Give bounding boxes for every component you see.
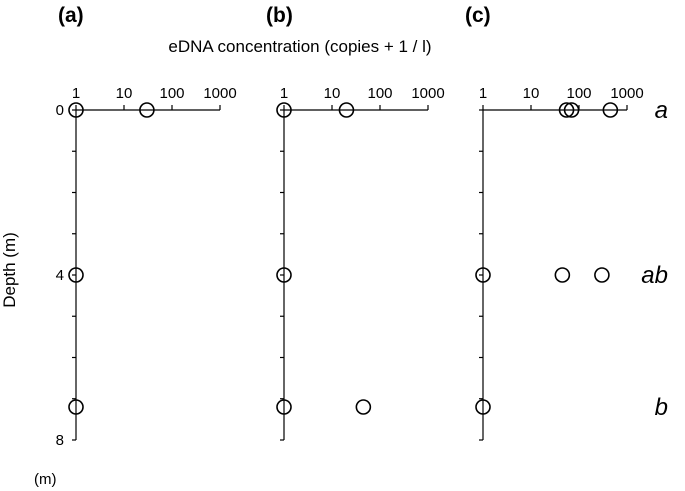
y-unit-label: (m) (34, 471, 57, 488)
x-tick-label: 1000 (203, 85, 236, 102)
x-tick-label: 1 (72, 85, 80, 102)
data-point (355, 399, 372, 415)
significance-label: ab (641, 262, 668, 289)
y-axis-label: Depth (m) (0, 232, 19, 308)
data-point (338, 102, 355, 118)
data-point (68, 267, 84, 283)
x-tick-label: 10 (523, 85, 540, 102)
data-point (554, 267, 571, 283)
significance-label: a (655, 97, 668, 124)
x-tick-label: 1 (280, 85, 288, 102)
panel-3: (c) 1 10 100 1000 (465, 4, 644, 441)
y-tick-label: 8 (56, 432, 64, 449)
panel-1: (a) 1 10 100 1000 0 4 8 (56, 4, 237, 449)
data-point (594, 267, 610, 283)
x-tick-label: 10 (324, 85, 341, 102)
y-tick-label: 4 (56, 267, 64, 284)
data-point (139, 102, 155, 118)
x-tick-label: 10 (116, 85, 133, 102)
panel-label: (c) (465, 4, 491, 27)
data-point (276, 267, 292, 283)
panel-label: (b) (266, 4, 293, 27)
data-point (558, 102, 575, 118)
data-point (276, 102, 292, 118)
data-point (68, 102, 84, 118)
panel-label: (a) (58, 4, 84, 27)
x-tick-label: 100 (367, 85, 392, 102)
x-tick-label: 100 (566, 85, 591, 102)
data-point (276, 399, 292, 415)
data-point (475, 267, 491, 283)
panels-group: (a) 1 10 100 1000 0 4 8 (b) 1 10 100 1000 (c) 1 10 100 10… (56, 4, 644, 449)
x-tick-label: 1000 (411, 85, 444, 102)
x-tick-label: 1 (479, 85, 487, 102)
x-tick-label: 1000 (610, 85, 643, 102)
chart-title: eDNA concentration (copies + 1 / l) (168, 37, 431, 56)
panel-2: (b) 1 10 100 1000 (266, 4, 445, 441)
data-point (68, 399, 84, 415)
significance-label: b (655, 394, 668, 421)
x-tick-label: 100 (159, 85, 184, 102)
significance-labels: a ab b (641, 97, 668, 421)
data-point (563, 102, 580, 118)
data-point (602, 102, 619, 118)
data-point (475, 399, 491, 415)
y-tick-label: 0 (56, 102, 64, 119)
